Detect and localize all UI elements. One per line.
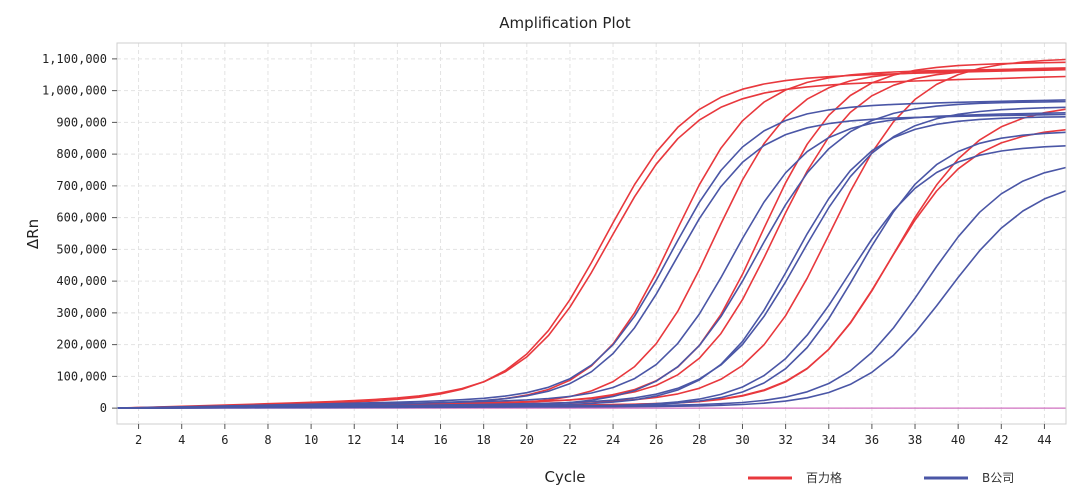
x-tick-label: 30: [735, 433, 749, 447]
curve-baileige-4: [116, 61, 1067, 409]
curve-b-company-12: [116, 100, 1067, 409]
x-tick-label: 2: [135, 433, 142, 447]
x-tick-label: 36: [865, 433, 879, 447]
y-tick-label: 500,000: [56, 242, 107, 256]
curve-b-company-18: [117, 189, 1067, 409]
x-tick-label: 28: [692, 433, 706, 447]
x-tick-label: 16: [433, 433, 447, 447]
x-tick-label: 42: [994, 433, 1008, 447]
grid-lines: [117, 43, 1066, 424]
curve-baileige-1: [116, 68, 1067, 409]
y-tick-label: 200,000: [56, 338, 107, 352]
y-tick-label: 300,000: [56, 306, 107, 320]
y-tick-label: 1,000,000: [42, 84, 107, 98]
x-tick-label: 8: [264, 433, 271, 447]
x-tick-label: 38: [908, 433, 922, 447]
x-tick-label: 32: [778, 433, 792, 447]
y-tick-label: 800,000: [56, 147, 107, 161]
y-axis-title: ΔRn: [24, 219, 42, 249]
x-tick-label: 12: [347, 433, 361, 447]
y-tick-label: 0: [100, 401, 107, 415]
plot-area-border: [116, 42, 1067, 425]
curve-baileige-3: [116, 68, 1067, 409]
x-tick-label: 4: [178, 433, 185, 447]
x-tick-label: 20: [520, 433, 534, 447]
y-tick-label: 400,000: [56, 274, 107, 288]
x-tick-label: 40: [951, 433, 965, 447]
x-tick-label: 10: [304, 433, 318, 447]
y-tick-label: 700,000: [56, 179, 107, 193]
x-tick-label: 34: [822, 433, 836, 447]
y-tick-label: 100,000: [56, 369, 107, 383]
x-axis-title: Cycle: [545, 468, 586, 486]
y-axis-ticks: 0 100,000 200,000 300,000 400,000 500,000 600,…: [42, 52, 117, 415]
legend: 百力格 B公司: [748, 470, 1014, 485]
x-tick-label: 26: [649, 433, 663, 447]
x-tick-label: 22: [563, 433, 577, 447]
legend-label-b-company: B公司: [982, 471, 1014, 485]
x-axis-ticks: 2 4 6 8 10 12 14 16 18 20 22 24 26 28 30 32 34 36 38 40 42 44: [135, 424, 1052, 447]
x-tick-label: 14: [390, 433, 404, 447]
curve-baileige-2: [116, 67, 1067, 409]
amplification-curves: [116, 58, 1067, 409]
curve-b-company-11: [116, 112, 1067, 409]
x-tick-label: 18: [476, 433, 490, 447]
x-tick-label: 24: [606, 433, 620, 447]
x-tick-label: 6: [221, 433, 228, 447]
curve-b-company-14: [116, 106, 1067, 409]
x-tick-label: 44: [1037, 433, 1051, 447]
y-tick-label: 1,100,000: [42, 52, 107, 66]
curve-baileige-0: [116, 75, 1067, 409]
curve-baileige-5: [116, 67, 1067, 409]
curve-baileige-6: [116, 58, 1067, 409]
chart-title: Amplification Plot: [499, 14, 631, 32]
legend-label-baileige: 百力格: [806, 470, 842, 485]
y-tick-label: 900,000: [56, 115, 107, 129]
curve-b-company-10: [116, 99, 1067, 409]
curve-b-company-15: [116, 145, 1067, 409]
y-tick-label: 600,000: [56, 211, 107, 225]
